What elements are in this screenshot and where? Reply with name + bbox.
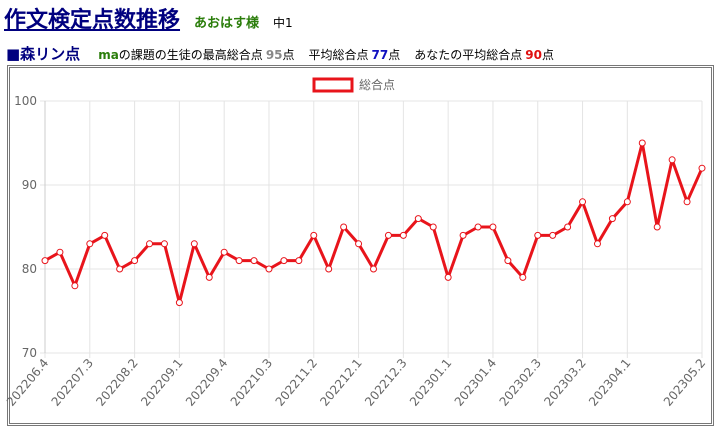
x-tick-label: 202211.2 bbox=[273, 356, 321, 409]
data-point bbox=[325, 265, 333, 273]
x-tick-label: 202210.3 bbox=[228, 356, 276, 409]
data-point bbox=[638, 139, 646, 147]
data-point bbox=[56, 248, 64, 256]
data-point bbox=[549, 231, 557, 239]
summary-unit: 点 bbox=[541, 48, 554, 62]
summary-heading: ■森リン点 bbox=[6, 45, 81, 63]
x-tick-label: 202301.4 bbox=[452, 356, 500, 409]
data-point bbox=[160, 240, 168, 248]
data-point bbox=[190, 240, 198, 248]
data-point bbox=[608, 215, 616, 223]
data-point bbox=[370, 265, 377, 273]
data-point bbox=[504, 257, 512, 265]
data-point bbox=[593, 240, 601, 248]
data-point bbox=[340, 223, 348, 231]
data-point bbox=[668, 156, 676, 164]
chart-frame bbox=[7, 65, 714, 426]
data-point bbox=[205, 273, 213, 281]
data-point bbox=[355, 240, 363, 248]
data-point bbox=[101, 231, 109, 239]
summary-value: 77 bbox=[371, 48, 389, 62]
legend-label: 総合点 bbox=[359, 77, 395, 92]
data-point bbox=[280, 257, 288, 265]
summary-unit: 点 bbox=[388, 48, 401, 62]
data-point bbox=[444, 273, 452, 281]
summary-value: 90 bbox=[525, 48, 542, 62]
data-point bbox=[429, 223, 437, 231]
summary-label: 平均総合点 bbox=[308, 48, 369, 62]
data-point bbox=[131, 257, 139, 265]
x-tick-label: 202209.4 bbox=[183, 356, 231, 409]
summary: ■森リン点 maの課題の生徒の最高総合点 95点 平均総合点 77点 あなたの平均総合点 9… bbox=[6, 43, 554, 64]
data-point bbox=[250, 257, 258, 265]
data-point bbox=[116, 265, 124, 273]
y-tick-label: 90 bbox=[22, 178, 37, 192]
x-tick-label: 202302.3 bbox=[497, 356, 545, 409]
data-point bbox=[384, 231, 392, 239]
page-title: 作文検定点数推移 bbox=[4, 8, 181, 33]
user-name: あおはす様 bbox=[194, 16, 260, 31]
data-point bbox=[71, 282, 79, 290]
x-tick-label: 202301.1 bbox=[407, 356, 455, 409]
data-point bbox=[175, 299, 183, 307]
data-point bbox=[579, 198, 587, 206]
data-point bbox=[399, 231, 407, 239]
data-point bbox=[265, 265, 273, 273]
data-point bbox=[41, 257, 49, 265]
subject: ma bbox=[98, 48, 119, 62]
x-tick-label: 202207.3 bbox=[49, 356, 97, 409]
y-tick-label: 80 bbox=[22, 262, 37, 276]
data-point bbox=[489, 223, 497, 231]
x-tick-label: 202209.1 bbox=[138, 356, 186, 409]
x-tick-label: 202305.2 bbox=[661, 356, 709, 409]
y-tick-label: 100 bbox=[14, 94, 37, 108]
legend-swatch bbox=[312, 77, 354, 93]
data-point bbox=[564, 223, 572, 231]
data-point bbox=[459, 231, 467, 239]
summary-label: あなたの平均総合点 bbox=[414, 48, 523, 62]
data-point bbox=[623, 198, 631, 206]
x-tick-label: 202303.2 bbox=[541, 356, 589, 409]
data-point bbox=[235, 257, 243, 265]
data-point bbox=[414, 215, 422, 223]
data-point bbox=[310, 231, 318, 239]
grade: 中1 bbox=[273, 16, 293, 30]
x-tick-label: 202212.3 bbox=[362, 356, 410, 409]
summary-label: の課題の生徒の最高総合点 bbox=[118, 48, 263, 62]
data-point bbox=[698, 164, 706, 172]
data-point bbox=[474, 223, 482, 231]
header: 作文検定点数推移 あおはす様 中1 bbox=[4, 2, 293, 34]
data-point bbox=[653, 223, 661, 231]
data-point bbox=[534, 231, 542, 239]
summary-unit: 点 bbox=[282, 48, 295, 62]
data-point bbox=[220, 248, 228, 256]
x-tick-label: 202208.2 bbox=[93, 356, 141, 409]
data-point bbox=[683, 198, 691, 206]
x-tick-label: 202206.4 bbox=[4, 356, 52, 409]
summary-value: 95 bbox=[265, 48, 283, 62]
data-point bbox=[295, 257, 303, 265]
x-tick-label: 202304.1 bbox=[586, 356, 634, 409]
x-tick-label: 202212.1 bbox=[317, 356, 365, 409]
data-point bbox=[86, 240, 94, 248]
data-point bbox=[146, 240, 154, 248]
series-line bbox=[44, 141, 704, 305]
data-point bbox=[519, 273, 527, 281]
y-tick-label: 70 bbox=[22, 346, 37, 360]
